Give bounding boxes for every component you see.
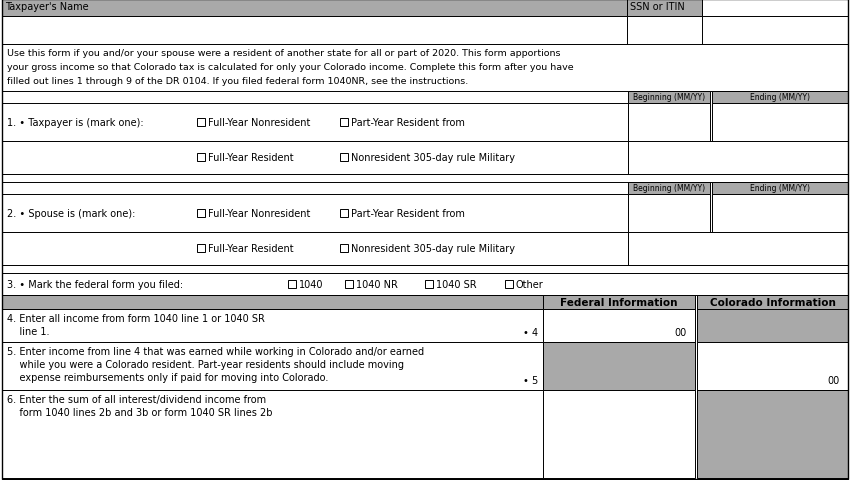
Text: expense reimbursements only if paid for moving into Colorado.: expense reimbursements only if paid for … <box>7 372 328 382</box>
Bar <box>628 142 848 175</box>
Bar <box>2 274 848 295</box>
Bar <box>197 154 205 162</box>
Bar <box>2 17 627 45</box>
Text: Use this form if you and/or your spouse were a resident of another state for all: Use this form if you and/or your spouse … <box>7 49 560 58</box>
Bar <box>197 244 205 252</box>
Text: Ending (MM/YY): Ending (MM/YY) <box>750 93 810 102</box>
Text: 3. • Mark the federal form you filed:: 3. • Mark the federal form you filed: <box>7 279 183 289</box>
Bar <box>628 232 848 265</box>
Bar <box>712 92 848 104</box>
Bar <box>702 17 848 45</box>
Text: 4. Enter all income from form 1040 line 1 or 1040 SR: 4. Enter all income from form 1040 line … <box>7 313 265 324</box>
Bar <box>627 0 702 17</box>
Text: SSN or ITIN: SSN or ITIN <box>630 2 685 12</box>
Text: Full-Year Nonresident: Full-Year Nonresident <box>208 209 310 218</box>
Text: while you were a Colorado resident. Part-year residents should include moving: while you were a Colorado resident. Part… <box>7 359 404 369</box>
Bar <box>2 309 543 342</box>
Bar <box>2 390 543 478</box>
Bar <box>543 295 695 309</box>
Bar <box>340 244 348 252</box>
Text: • 5: • 5 <box>523 375 538 385</box>
Bar <box>2 0 627 17</box>
Bar <box>628 194 710 232</box>
Text: filled out lines 1 through 9 of the DR 0104. If you filed federal form 1040NR, s: filled out lines 1 through 9 of the DR 0… <box>7 77 468 86</box>
Text: 1040 NR: 1040 NR <box>356 279 398 289</box>
Text: Beginning (MM/YY): Beginning (MM/YY) <box>633 93 705 102</box>
Text: 00: 00 <box>828 375 840 385</box>
Bar <box>712 104 848 142</box>
Bar <box>197 118 205 126</box>
Text: line 1.: line 1. <box>7 326 49 336</box>
Bar <box>2 265 848 274</box>
Text: 00: 00 <box>675 327 687 337</box>
Text: Full-Year Resident: Full-Year Resident <box>208 153 293 163</box>
Text: Federal Information: Federal Information <box>560 298 677 307</box>
Bar <box>2 232 628 265</box>
Text: Other: Other <box>516 279 544 289</box>
Bar <box>340 154 348 162</box>
Bar <box>2 295 543 309</box>
Bar <box>2 142 628 175</box>
Bar <box>697 295 848 309</box>
Text: 5. Enter income from line 4 that was earned while working in Colorado and/or ear: 5. Enter income from line 4 that was ear… <box>7 346 424 356</box>
Text: Taxpayer's Name: Taxpayer's Name <box>5 2 88 12</box>
Bar <box>628 104 710 142</box>
Bar <box>505 280 513 288</box>
Text: 6. Enter the sum of all interest/dividend income from: 6. Enter the sum of all interest/dividen… <box>7 394 266 404</box>
Text: form 1040 lines 2b and 3b or form 1040 SR lines 2b: form 1040 lines 2b and 3b or form 1040 S… <box>7 407 273 417</box>
Bar <box>697 390 848 478</box>
Bar <box>340 118 348 126</box>
Bar <box>2 194 628 232</box>
Text: 1040 SR: 1040 SR <box>436 279 477 289</box>
Text: Part-Year Resident from: Part-Year Resident from <box>351 209 465 218</box>
Bar <box>197 209 205 217</box>
Bar <box>543 342 695 390</box>
Text: 2. • Spouse is (mark one):: 2. • Spouse is (mark one): <box>7 209 135 218</box>
Text: your gross income so that Colorado tax is calculated for only your Colorado inco: your gross income so that Colorado tax i… <box>7 63 574 72</box>
Bar <box>288 280 296 288</box>
Bar <box>712 194 848 232</box>
Bar <box>425 280 433 288</box>
Bar <box>697 342 848 390</box>
Text: Full-Year Nonresident: Full-Year Nonresident <box>208 118 310 128</box>
Text: Ending (MM/YY): Ending (MM/YY) <box>750 184 810 193</box>
Text: Part-Year Resident from: Part-Year Resident from <box>351 118 465 128</box>
Bar <box>628 92 710 104</box>
Bar <box>340 209 348 217</box>
Bar <box>2 175 848 182</box>
Bar <box>345 280 353 288</box>
Bar <box>628 182 710 194</box>
Bar <box>2 342 543 390</box>
Bar <box>543 390 695 478</box>
Bar <box>2 104 628 142</box>
Bar <box>697 309 848 342</box>
Bar <box>543 309 695 342</box>
Text: Full-Year Resident: Full-Year Resident <box>208 244 293 254</box>
Text: Beginning (MM/YY): Beginning (MM/YY) <box>633 184 705 193</box>
Bar <box>712 182 848 194</box>
Bar <box>2 45 848 92</box>
Text: Colorado Information: Colorado Information <box>710 298 836 307</box>
Text: 1. • Taxpayer is (mark one):: 1. • Taxpayer is (mark one): <box>7 118 144 128</box>
Text: Nonresident 305-day rule Military: Nonresident 305-day rule Military <box>351 244 515 254</box>
Text: 1040: 1040 <box>299 279 324 289</box>
Text: Nonresident 305-day rule Military: Nonresident 305-day rule Military <box>351 153 515 163</box>
Text: • 4: • 4 <box>523 327 538 337</box>
Bar <box>702 0 848 17</box>
